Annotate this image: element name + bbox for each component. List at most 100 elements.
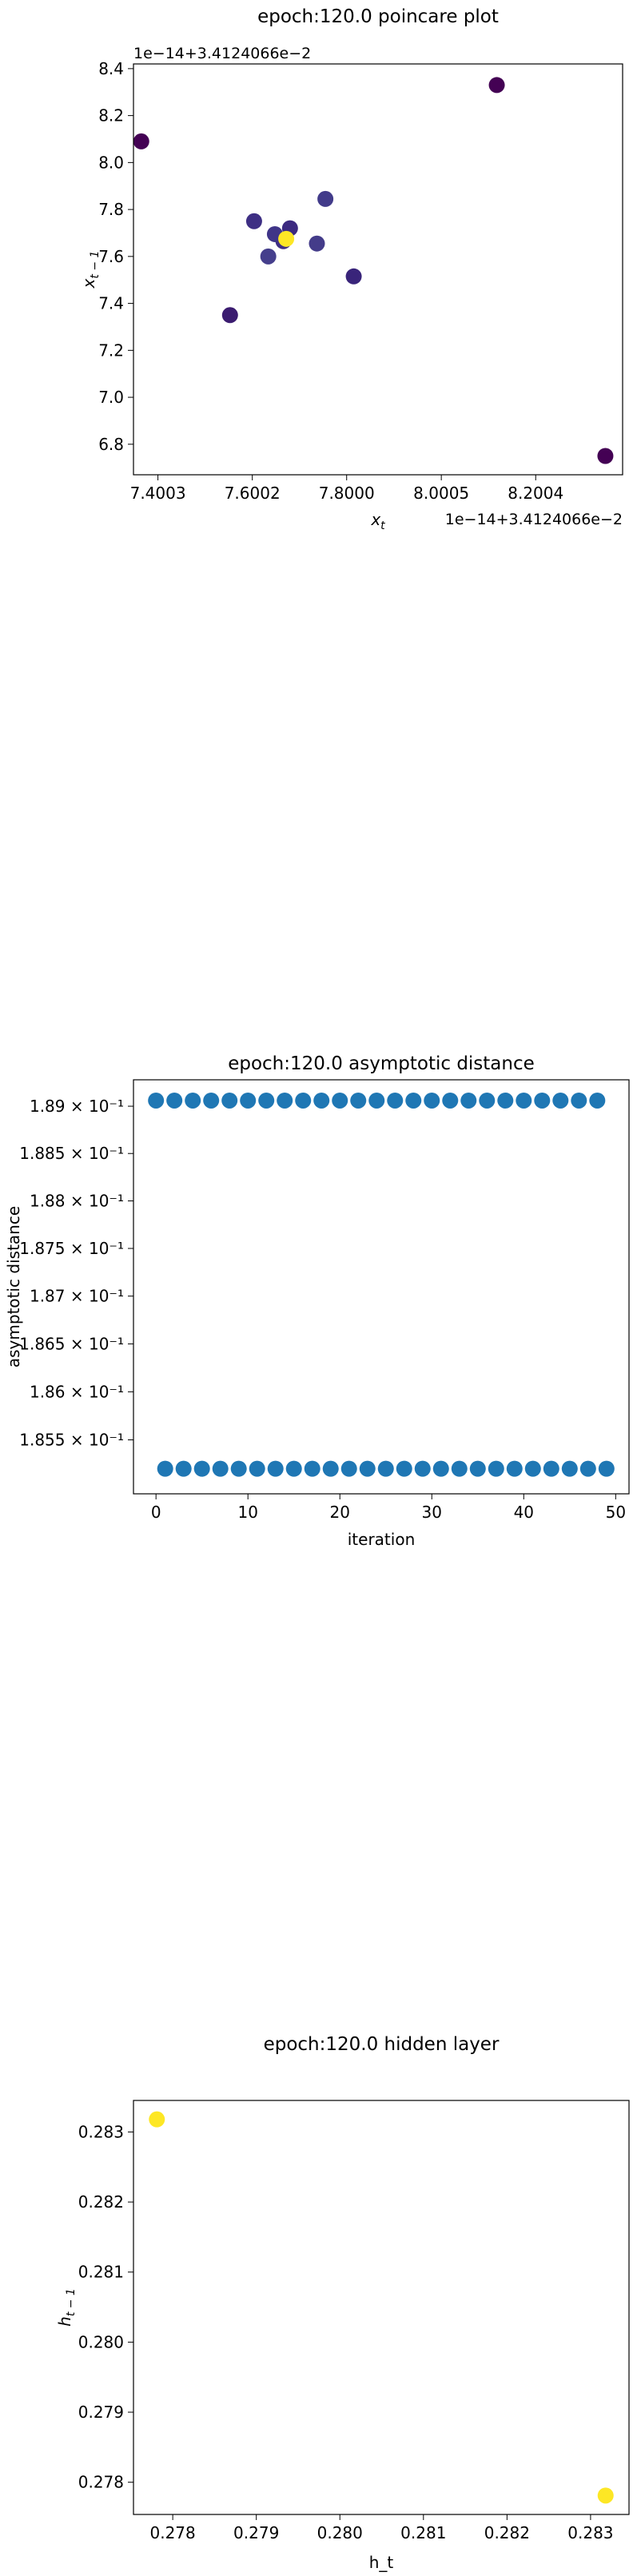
y-tick-label: 7.2 [98,340,124,360]
data-point [424,1092,440,1109]
y-tick-label: 6.8 [98,435,124,454]
x-tick-label: 8.2004 [508,484,563,503]
data-point [571,1092,587,1109]
data-point [221,1092,238,1109]
x-tick: 20 [330,1494,350,1522]
x-tick-label: 20 [330,1503,350,1522]
x-tick: 8.2004 [508,475,563,503]
data-point [313,1092,330,1109]
x-axis-label: h_t [369,2553,394,2572]
y-tick-label: 1.875 × 10⁻¹ [19,1239,124,1258]
plot-frame [133,1079,630,1495]
data-point [240,1092,257,1109]
x-tick: 10 [237,1494,258,1522]
x-tick: 40 [514,1494,534,1522]
data-point [488,77,505,94]
data-point [414,1460,431,1477]
x-tick-label: 0.283 [567,2523,613,2542]
y-tick-label: 1.855 × 10⁻¹ [19,1430,124,1449]
data-point [488,1460,504,1477]
y-tick: 7.0 [98,388,133,407]
x-tick: 0.282 [484,2514,530,2542]
x-tick: 50 [606,1494,626,1522]
x-tick: 0.280 [317,2514,363,2542]
y-tick-label: 1.87 × 10⁻¹ [30,1287,124,1306]
x-axis-label: iteration [348,1530,416,1549]
data-point [317,190,334,207]
y-tick: 0.278 [78,2473,133,2492]
data-point [185,1092,201,1109]
y-tick: 1.885 × 10⁻¹ [19,1144,133,1163]
y-tick: 0.282 [78,2192,133,2212]
y-tick-label: 1.86 × 10⁻¹ [30,1382,124,1401]
data-point [469,1460,486,1477]
y-offset-label: 1e−14+3.4124066e−2 [133,45,311,62]
y-tick-label: 0.279 [78,2403,124,2422]
x-axis-label: xt [370,510,385,532]
data-point [451,1460,468,1477]
x-tick-label: 30 [422,1503,442,1522]
data-point [309,235,325,252]
x-tick-label: 0.279 [233,2523,279,2542]
x-tick: 7.8000 [319,475,375,503]
y-tick: 8.4 [98,59,133,78]
chart-title: epoch:120.0 asymptotic distance [228,1053,535,1074]
y-tick: 7.2 [98,340,133,360]
y-tick-label: 7.8 [98,200,124,219]
data-point [203,1092,220,1109]
x-tick: 0.279 [233,2514,279,2542]
x-tick-label: 50 [606,1503,626,1522]
y-axis-label: xt − 1 [79,251,102,289]
data-point [245,213,262,229]
data-point [524,1460,541,1477]
y-tick-label: 8.0 [98,153,124,172]
y-axis-label: asymptotic distance [4,1206,23,1368]
data-point [387,1092,404,1109]
y-tick-label: 1.88 × 10⁻¹ [30,1192,124,1211]
y-tick: 1.865 × 10⁻¹ [19,1334,133,1353]
data-point [543,1460,559,1477]
data-point [304,1460,320,1477]
chart-title: epoch:120.0 poincare plot [257,6,499,27]
y-tick: 7.6 [98,247,133,266]
data-point [396,1460,412,1477]
poincare-chart: epoch:120.0 poincare plot 1e−14+3.412406… [79,6,623,532]
data-point [295,1092,312,1109]
data-point [267,1460,284,1477]
data-point [278,230,295,247]
data-point [516,1092,532,1109]
data-point [368,1092,385,1109]
asymptotic-distance-chart: epoch:120.0 asymptotic distance 0 10 20 30 4… [4,1053,630,1549]
y-tick: 1.87 × 10⁻¹ [30,1287,133,1306]
plot-frame [133,63,623,476]
y-tick: 7.4 [98,294,133,313]
chart-title: epoch:120.0 hidden layer [264,2034,500,2055]
y-tick-label: 0.281 [78,2263,124,2282]
x-tick-label: 0 [151,1503,161,1522]
y-tick: 8.2 [98,106,133,125]
data-point [405,1092,422,1109]
x-tick: 7.4003 [130,475,186,503]
data-point [166,1092,183,1109]
y-tick: 6.8 [98,435,133,454]
x-tick-label: 40 [514,1503,534,1522]
x-tick-label: 0.282 [484,2523,530,2542]
y-tick-label: 1.865 × 10⁻¹ [19,1334,124,1353]
y-tick-label: 7.0 [98,388,124,407]
data-point [260,248,277,265]
x-tick: 0.281 [400,2514,446,2542]
data-point [350,1092,367,1109]
y-tick: 1.875 × 10⁻¹ [19,1239,133,1258]
plot-frame [133,2100,630,2515]
data-point [460,1092,477,1109]
y-tick-label: 7.4 [98,294,124,313]
data-point [221,307,238,324]
data-point [442,1092,459,1109]
data-point [497,1092,514,1109]
data-point [157,1460,173,1477]
data-point [589,1092,606,1109]
data-point [230,1460,247,1477]
x-tick-label: 0.278 [150,2523,196,2542]
x-tick: 30 [422,1494,442,1522]
data-point [597,2487,614,2504]
